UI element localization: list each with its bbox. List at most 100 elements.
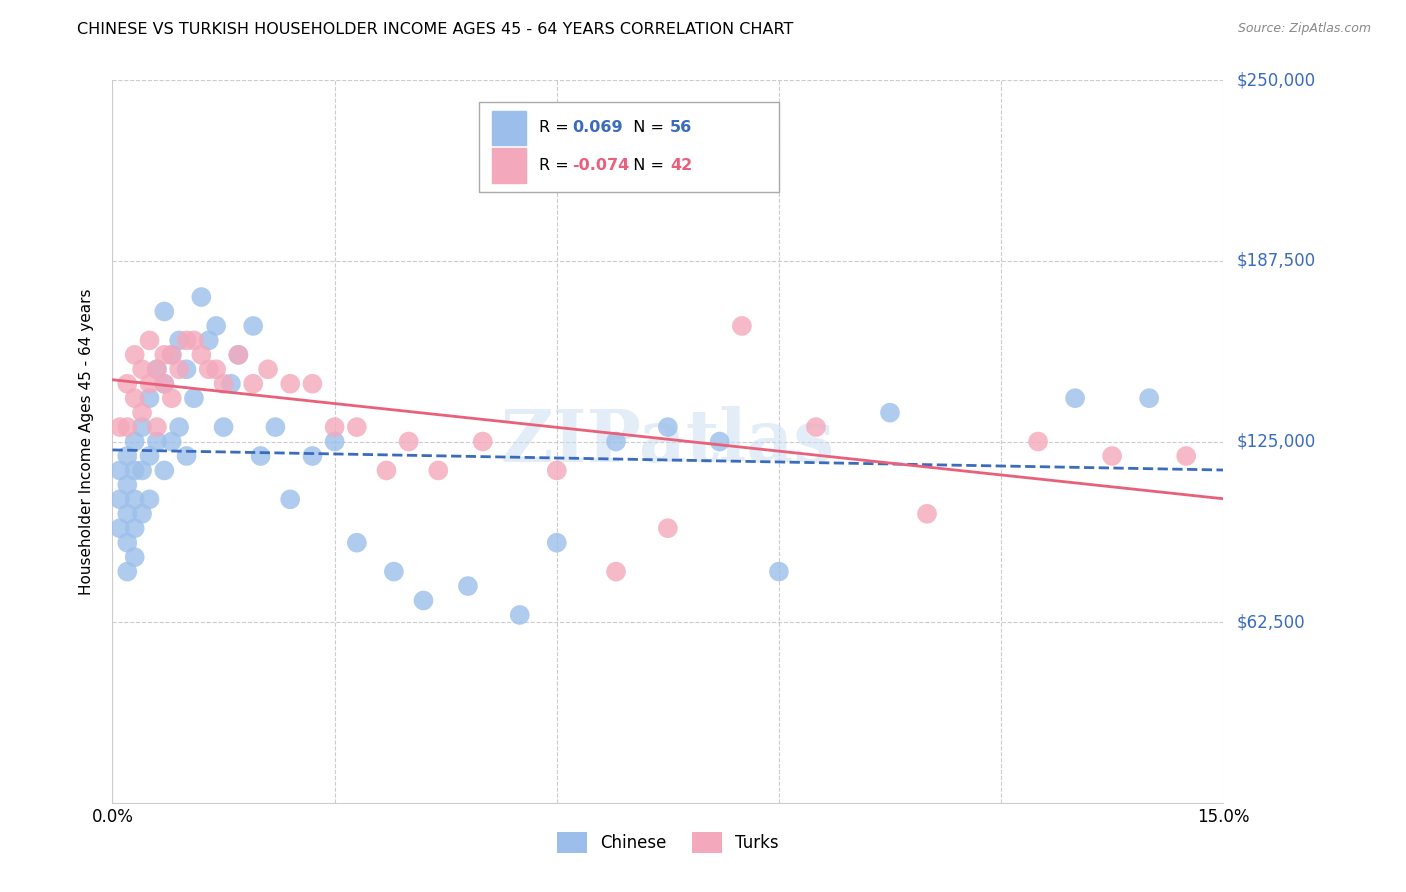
Point: [160, 434, 183, 449]
Point: [117, 420, 139, 434]
Point: [197, 334, 219, 348]
Point: [412, 593, 434, 607]
Point: [146, 362, 169, 376]
Point: [131, 463, 153, 477]
Point: [398, 434, 420, 449]
Point: [146, 434, 169, 449]
Point: [457, 579, 479, 593]
Text: CHINESE VS TURKISH HOUSEHOLDER INCOME AGES 45 - 64 YEARS CORRELATION CHART: CHINESE VS TURKISH HOUSEHOLDER INCOME AG…: [77, 22, 794, 37]
Point: [108, 420, 131, 434]
Text: N =: N =: [623, 120, 669, 136]
Text: R =: R =: [538, 158, 574, 173]
Point: [278, 492, 301, 507]
Point: [657, 521, 679, 535]
Point: [264, 420, 287, 434]
Point: [242, 318, 264, 333]
Point: [167, 362, 190, 376]
Point: [546, 463, 568, 477]
Point: [176, 334, 198, 348]
Point: [915, 507, 938, 521]
Point: [117, 565, 139, 579]
Point: [160, 348, 183, 362]
Text: R =: R =: [538, 120, 574, 136]
Point: [1101, 449, 1123, 463]
Point: [1175, 449, 1198, 463]
Point: [131, 362, 153, 376]
Point: [1026, 434, 1049, 449]
Point: [153, 348, 176, 362]
Point: [657, 420, 679, 434]
Point: [879, 406, 901, 420]
Point: [117, 478, 139, 492]
Point: [117, 449, 139, 463]
Point: [124, 348, 146, 362]
Text: Source: ZipAtlas.com: Source: ZipAtlas.com: [1237, 22, 1371, 36]
Point: [131, 406, 153, 420]
Text: ZIPatlas: ZIPatlas: [501, 406, 835, 477]
Point: [146, 420, 169, 434]
Point: [605, 434, 627, 449]
Point: [160, 348, 183, 362]
Point: [183, 334, 205, 348]
Point: [546, 535, 568, 549]
Text: $62,500: $62,500: [1237, 613, 1306, 632]
Point: [146, 362, 169, 376]
Point: [219, 376, 242, 391]
Point: [375, 463, 398, 477]
Point: [249, 449, 271, 463]
Point: [382, 565, 405, 579]
Point: [176, 362, 198, 376]
Point: [427, 463, 450, 477]
Point: [257, 362, 280, 376]
Point: [768, 565, 790, 579]
Point: [183, 391, 205, 405]
Point: [153, 463, 176, 477]
Point: [153, 376, 176, 391]
Point: [117, 507, 139, 521]
Point: [124, 550, 146, 565]
Point: [301, 449, 323, 463]
Point: [346, 535, 368, 549]
Point: [205, 362, 228, 376]
Point: [278, 376, 301, 391]
Point: [228, 348, 250, 362]
Text: 42: 42: [671, 158, 692, 173]
Point: [301, 376, 323, 391]
Point: [108, 521, 131, 535]
Text: -0.074: -0.074: [572, 158, 630, 173]
Text: $250,000: $250,000: [1237, 71, 1316, 89]
Point: [124, 521, 146, 535]
Point: [131, 420, 153, 434]
Point: [323, 434, 346, 449]
Point: [124, 463, 146, 477]
Point: [153, 376, 176, 391]
Bar: [492, 148, 526, 183]
Point: [131, 507, 153, 521]
Point: [124, 492, 146, 507]
Point: [167, 420, 190, 434]
Point: [124, 391, 146, 405]
FancyBboxPatch shape: [479, 102, 779, 193]
Point: [176, 449, 198, 463]
Point: [108, 463, 131, 477]
Point: [138, 334, 160, 348]
Point: [197, 362, 219, 376]
Point: [190, 290, 212, 304]
Point: [1137, 391, 1160, 405]
Y-axis label: Householder Income Ages 45 - 64 years: Householder Income Ages 45 - 64 years: [79, 288, 94, 595]
Point: [153, 304, 176, 318]
Point: [117, 376, 139, 391]
Point: [167, 334, 190, 348]
Point: [346, 420, 368, 434]
Point: [709, 434, 731, 449]
Point: [205, 318, 228, 333]
Point: [160, 391, 183, 405]
Point: [323, 420, 346, 434]
Text: N =: N =: [623, 158, 669, 173]
Point: [509, 607, 531, 622]
Point: [228, 348, 250, 362]
Text: $187,500: $187,500: [1237, 252, 1316, 270]
Point: [138, 391, 160, 405]
Point: [242, 376, 264, 391]
Point: [212, 420, 235, 434]
